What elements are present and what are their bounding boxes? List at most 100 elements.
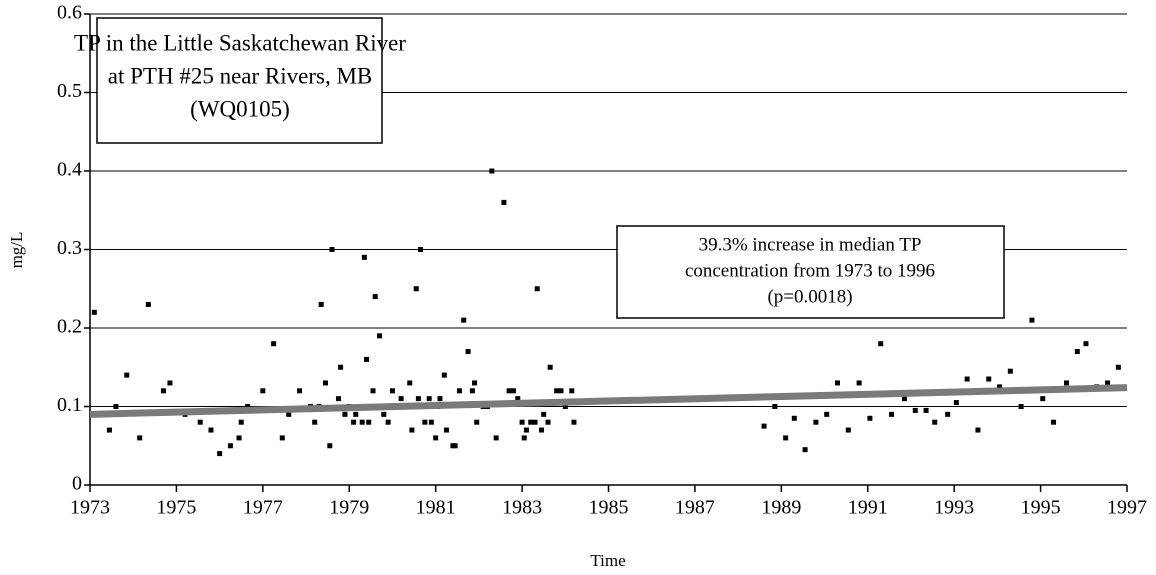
data-point bbox=[197, 419, 203, 425]
data-point bbox=[953, 400, 959, 406]
data-point bbox=[441, 372, 447, 378]
title-box bbox=[96, 17, 383, 144]
data-point bbox=[443, 427, 449, 433]
data-point bbox=[545, 419, 551, 425]
title-line: at PTH #25 near Rivers, MB bbox=[108, 63, 372, 88]
x-tick-label: 1973 bbox=[70, 497, 110, 519]
data-point bbox=[227, 443, 233, 449]
data-point bbox=[137, 435, 143, 441]
data-point bbox=[364, 356, 370, 362]
data-point bbox=[975, 427, 981, 433]
x-axis-label: Time bbox=[590, 551, 625, 570]
data-point bbox=[878, 341, 884, 347]
y-tick-label: 0.5 bbox=[57, 80, 82, 102]
data-point bbox=[327, 443, 333, 449]
data-point bbox=[461, 317, 467, 323]
y-tick-label: 0 bbox=[72, 473, 82, 495]
data-point bbox=[932, 419, 938, 425]
data-point bbox=[245, 404, 251, 409]
data-point bbox=[493, 435, 499, 441]
data-point bbox=[91, 309, 97, 315]
trend-line bbox=[89, 384, 1128, 418]
data-point bbox=[1074, 349, 1080, 355]
data-point bbox=[106, 427, 112, 433]
data-point bbox=[415, 396, 421, 402]
data-point bbox=[1083, 341, 1089, 347]
data-point bbox=[452, 443, 458, 449]
annotation-line: (p=0.0018) bbox=[767, 286, 852, 307]
data-point bbox=[322, 380, 328, 386]
data-point bbox=[1040, 396, 1046, 402]
data-point bbox=[997, 384, 1003, 390]
data-point bbox=[335, 396, 341, 402]
data-point bbox=[271, 341, 277, 347]
data-point bbox=[428, 419, 434, 425]
data-point bbox=[489, 168, 495, 174]
data-point bbox=[501, 199, 507, 205]
data-point bbox=[562, 404, 568, 409]
x-tick-label: 1997 bbox=[1107, 497, 1147, 519]
data-point bbox=[433, 435, 439, 441]
y-tick-label: 0.6 bbox=[57, 2, 82, 24]
data-point bbox=[318, 301, 324, 307]
x-tick-label: 1987 bbox=[675, 497, 715, 519]
data-point bbox=[160, 388, 166, 394]
data-point bbox=[528, 419, 534, 425]
data-point bbox=[208, 427, 214, 433]
data-point bbox=[474, 419, 480, 425]
data-point bbox=[366, 419, 372, 425]
data-point bbox=[569, 388, 575, 394]
data-point bbox=[359, 419, 365, 425]
data-point bbox=[1029, 317, 1035, 323]
data-point bbox=[353, 411, 359, 417]
data-point bbox=[923, 407, 929, 413]
x-tick-label: 1979 bbox=[329, 497, 369, 519]
data-point bbox=[532, 419, 538, 425]
annotation-line: 39.3% increase in median TP bbox=[699, 234, 922, 255]
data-point bbox=[260, 388, 266, 394]
data-point bbox=[413, 286, 419, 292]
data-point bbox=[236, 435, 242, 441]
data-point bbox=[238, 419, 244, 425]
data-point bbox=[541, 411, 547, 417]
data-point bbox=[945, 411, 951, 417]
data-point bbox=[901, 396, 907, 402]
data-point bbox=[342, 411, 348, 417]
data-point bbox=[437, 396, 443, 402]
data-point bbox=[1018, 404, 1024, 409]
data-point bbox=[361, 254, 367, 260]
data-point bbox=[376, 333, 382, 339]
data-point bbox=[506, 388, 512, 394]
data-point bbox=[422, 419, 428, 425]
data-point bbox=[1064, 380, 1070, 386]
data-point bbox=[889, 411, 895, 417]
data-point bbox=[558, 388, 564, 394]
data-point bbox=[381, 411, 387, 417]
data-point bbox=[124, 372, 130, 378]
data-point bbox=[329, 247, 335, 252]
data-point bbox=[791, 415, 797, 421]
annotation-line: concentration from 1973 to 1996 bbox=[685, 260, 935, 281]
data-point bbox=[813, 419, 819, 425]
data-point bbox=[409, 427, 415, 433]
data-point bbox=[312, 419, 318, 425]
data-point bbox=[456, 388, 462, 394]
data-point bbox=[1105, 380, 1111, 386]
data-point bbox=[571, 419, 577, 425]
data-point bbox=[772, 404, 778, 409]
data-point bbox=[297, 388, 303, 394]
y-tick-label: 0.1 bbox=[57, 394, 82, 416]
data-point bbox=[515, 396, 521, 402]
data-point bbox=[824, 411, 830, 417]
data-point bbox=[418, 247, 424, 252]
data-point bbox=[389, 388, 395, 394]
y-tick-label: 0.4 bbox=[57, 159, 82, 181]
x-tick-label: 1975 bbox=[156, 497, 196, 519]
data-point bbox=[523, 427, 529, 433]
x-tick-label: 1989 bbox=[761, 497, 801, 519]
data-point bbox=[510, 388, 516, 394]
data-point bbox=[370, 388, 376, 394]
y-tick-label: 0.3 bbox=[57, 237, 82, 259]
title-line: TP in the Little Saskatchewan River bbox=[74, 30, 406, 55]
y-axis-label: mg/L bbox=[7, 232, 26, 269]
